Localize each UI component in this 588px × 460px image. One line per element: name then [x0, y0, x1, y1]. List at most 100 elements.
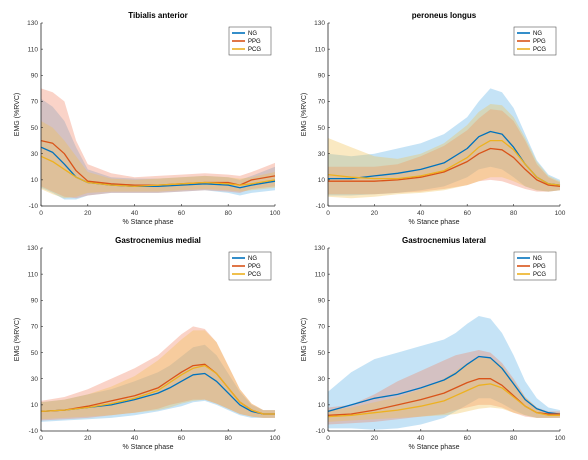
y-tick-label: 110 — [315, 271, 326, 278]
y-tick-label: 50 — [318, 350, 326, 357]
legend-label-ng: NG — [533, 31, 542, 37]
y-axis-label: EMG (%RVC) — [14, 93, 21, 136]
x-tick-label: 0 — [39, 210, 43, 217]
y-tick-label: 10 — [318, 402, 326, 409]
chart-title: Gastrocnemius lateral — [402, 236, 486, 245]
x-axis-label: % Stance phase — [123, 219, 174, 226]
x-tick-label: 40 — [131, 210, 139, 217]
y-tick-label: 50 — [31, 125, 39, 132]
legend-label-ng: NG — [533, 256, 542, 262]
legend-label-pcg: PCG — [248, 47, 261, 53]
chart-panel-1: 0 20 40 60 80 100 -10 10 30 50 70 90 110 130 % Stance … — [14, 11, 281, 226]
x-tick-label: 0 — [326, 210, 330, 217]
y-tick-label: 70 — [318, 99, 326, 106]
y-tick-label: 90 — [31, 297, 39, 304]
band-pcg — [328, 357, 560, 422]
legend: NG PPG PCG — [228, 26, 272, 56]
band-pcg — [328, 104, 560, 199]
band-ng — [41, 344, 275, 422]
y-tick-label: 30 — [318, 376, 326, 383]
line-pcg — [327, 139, 561, 186]
legend-label-ng: NG — [248, 31, 257, 37]
y-tick-label: 110 — [28, 271, 39, 278]
band-pcg — [41, 330, 275, 420]
y-tick-label: -10 — [316, 203, 326, 210]
line-pcg — [327, 383, 560, 418]
line-pcg — [40, 155, 276, 188]
y-tick-label: 30 — [31, 376, 39, 383]
x-tick-label: 40 — [417, 435, 425, 442]
chart-title: Tibialis anterior — [128, 11, 187, 20]
y-tick-label: 110 — [28, 46, 39, 53]
legend-label-ppg: PPG — [533, 39, 546, 45]
line-ppg — [328, 147, 561, 188]
y-tick-label: 110 — [315, 46, 326, 53]
line-pcg — [40, 364, 275, 415]
x-axis-label: % Stance phase — [123, 444, 174, 451]
legend-label-pcg: PCG — [533, 272, 546, 278]
x-tick-label: 60 — [178, 435, 186, 442]
y-tick-label: -10 — [316, 428, 326, 435]
x-tick-label: 40 — [417, 210, 425, 217]
y-tick-label: 50 — [31, 350, 39, 357]
x-tick-label: 0 — [39, 435, 43, 442]
legend: NG PPG PCG — [228, 251, 272, 281]
y-tick-label: 70 — [31, 324, 39, 331]
x-tick-label: 100 — [555, 435, 566, 442]
y-axis-label: EMG (%RVC) — [14, 318, 21, 361]
legend-label-ng: NG — [248, 256, 257, 262]
line-ng — [327, 355, 561, 415]
x-tick-label: 20 — [371, 210, 379, 217]
band-pcg — [41, 121, 275, 199]
y-tick-label: 130 — [314, 20, 325, 27]
y-tick-label: 70 — [31, 99, 39, 106]
y-tick-label: 10 — [31, 177, 39, 184]
band-ppg — [41, 326, 275, 421]
y-tick-label: 90 — [31, 72, 39, 79]
x-tick-label: 20 — [84, 435, 92, 442]
legend: NG PPG PCG — [513, 26, 557, 56]
band-ppg — [328, 109, 560, 195]
y-tick-label: 90 — [318, 72, 326, 79]
legend-label-ppg: PPG — [248, 39, 261, 45]
y-tick-label: 130 — [27, 245, 38, 252]
band-ng — [328, 88, 560, 196]
y-tick-label: 10 — [31, 402, 39, 409]
chart-panel-4: 0 20 40 60 80 100 -10 10 30 50 70 90 110 130 % Stance … — [301, 236, 566, 451]
legend-label-pcg: PCG — [248, 272, 261, 278]
y-tick-label: 30 — [31, 151, 39, 158]
x-tick-label: 80 — [225, 435, 233, 442]
x-tick-label: 100 — [555, 210, 566, 217]
y-tick-label: 30 — [318, 151, 326, 158]
y-tick-label: -10 — [29, 203, 39, 210]
y-tick-label: 10 — [318, 177, 326, 184]
x-tick-label: 20 — [84, 210, 92, 217]
x-axis-label: % Stance phase — [409, 219, 460, 226]
x-tick-label: 20 — [371, 435, 379, 442]
band-ng — [328, 316, 560, 430]
y-tick-label: 70 — [318, 324, 326, 331]
band-ng — [41, 98, 275, 200]
y-tick-label: 130 — [27, 20, 38, 27]
legend-label-ppg: PPG — [248, 264, 261, 270]
y-tick-label: -10 — [29, 428, 39, 435]
chart-panel-3: 0 20 40 60 80 100 -10 10 30 50 70 90 110 130 % Stance … — [14, 236, 281, 451]
y-axis-label: EMG (%RVC) — [301, 93, 308, 136]
x-tick-label: 80 — [510, 435, 518, 442]
x-tick-label: 80 — [225, 210, 233, 217]
band-ppg — [41, 88, 275, 199]
chart-title: Gastrocnemius medial — [115, 236, 201, 245]
chart-title: peroneus longus — [412, 11, 477, 20]
x-tick-label: 100 — [270, 435, 281, 442]
y-axis-label: EMG (%RVC) — [301, 318, 308, 361]
x-tick-label: 60 — [464, 210, 472, 217]
chart-panel-2: 0 20 40 60 80 100 -10 10 30 50 70 90 110 130 % Stance … — [301, 11, 566, 226]
y-tick-label: 50 — [318, 125, 326, 132]
x-tick-label: 40 — [131, 435, 139, 442]
legend: NG PPG PCG — [513, 251, 557, 281]
x-tick-label: 100 — [270, 210, 281, 217]
x-tick-label: 80 — [510, 210, 518, 217]
legend-label-ppg: PPG — [533, 264, 546, 270]
x-tick-label: 60 — [178, 210, 186, 217]
